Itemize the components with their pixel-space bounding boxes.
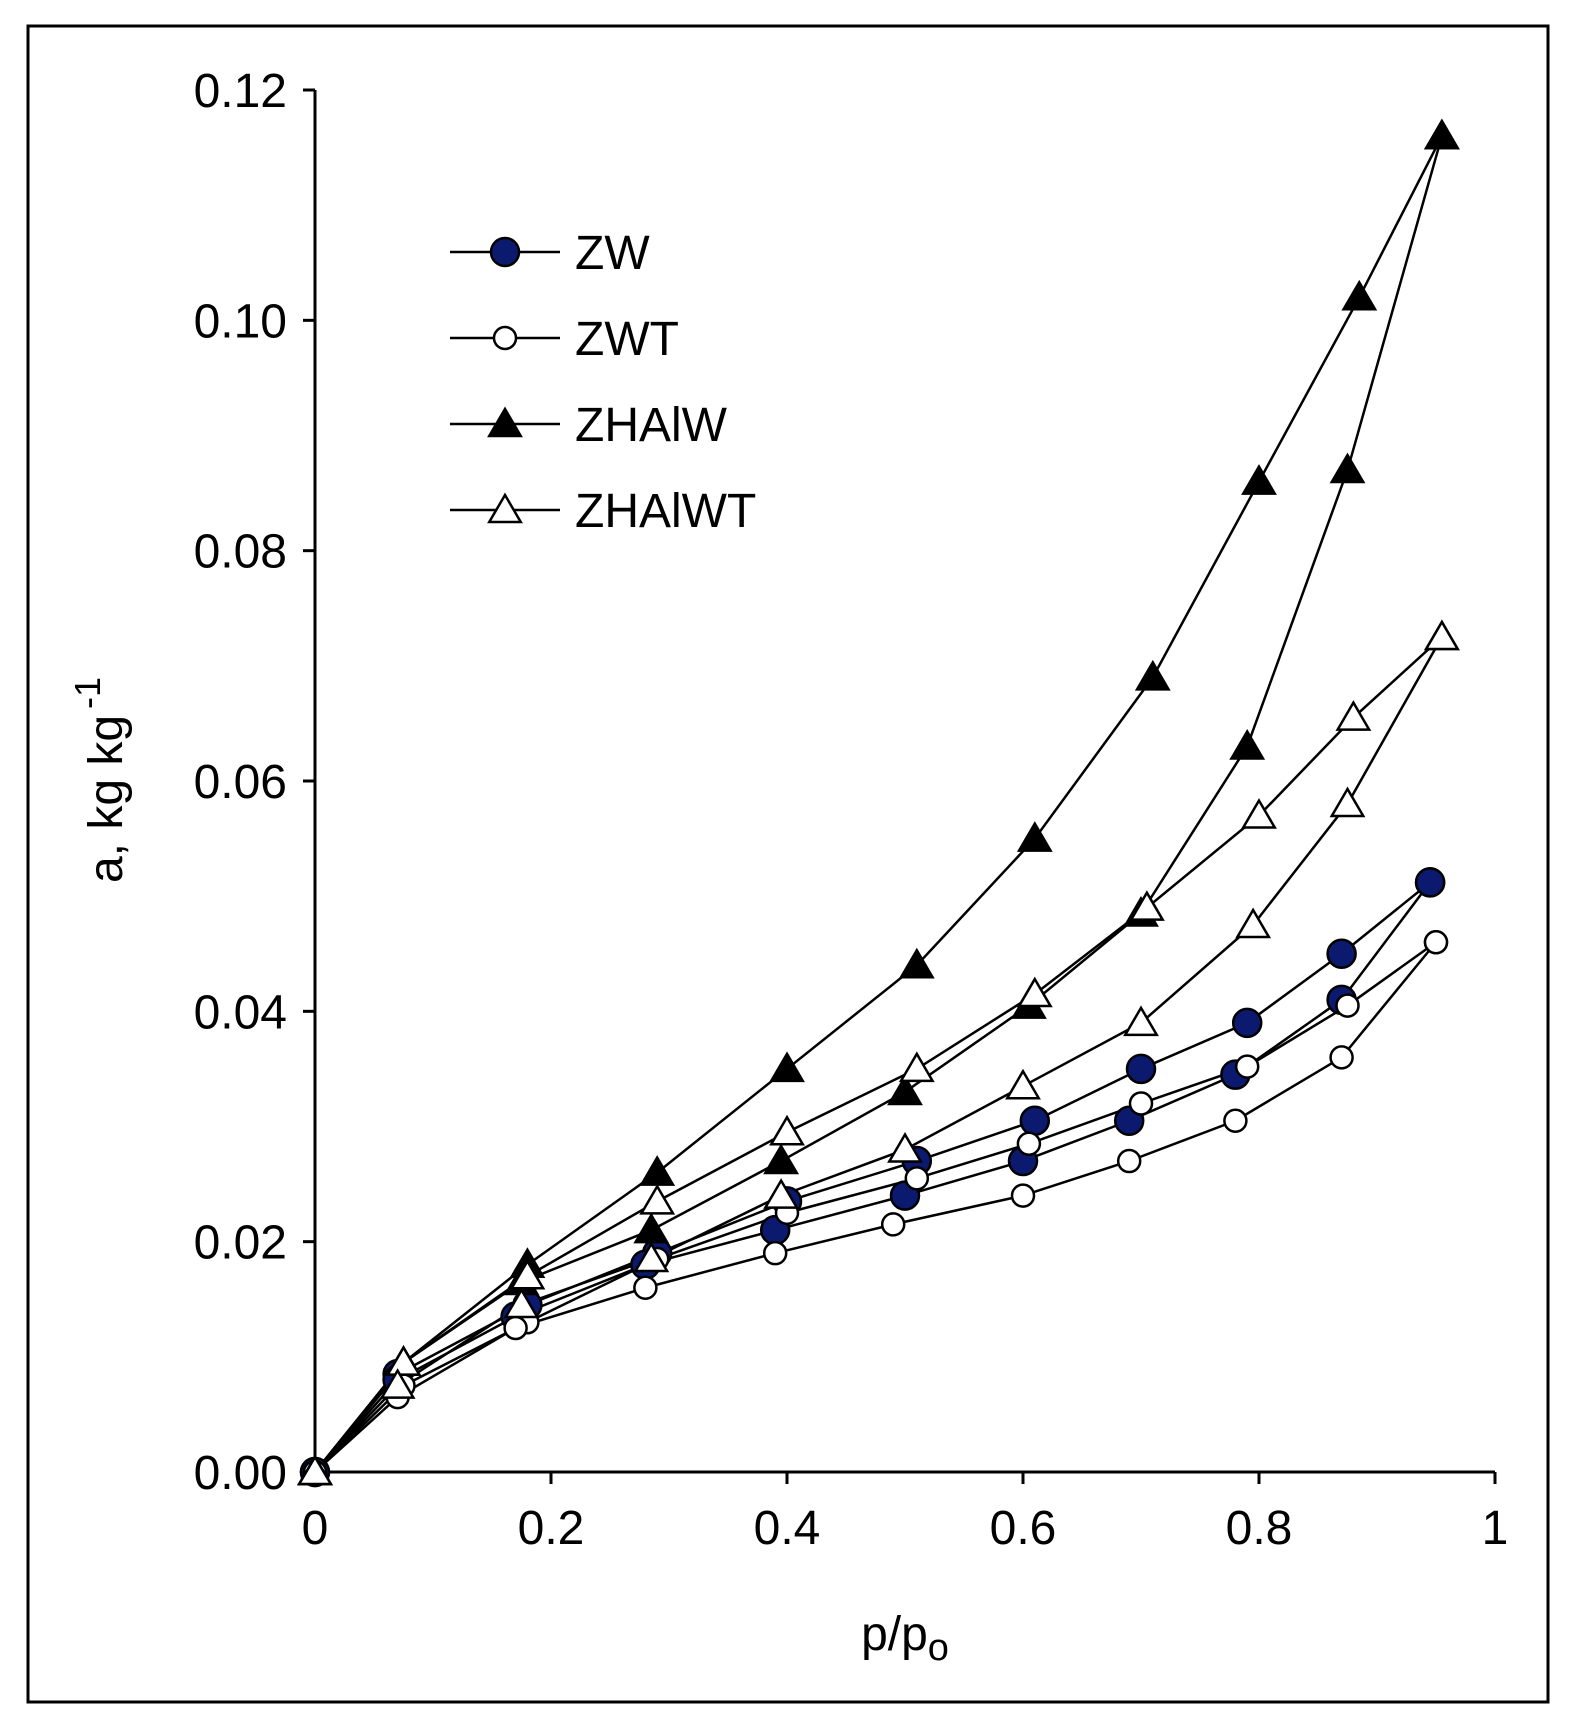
outer-frame <box>26 24 1550 1704</box>
data-point-zwt <box>1335 993 1360 1018</box>
data-point-zw <box>1231 1007 1263 1039</box>
data-point-zhalw <box>898 947 935 979</box>
y-ticks: 0.00 0.02 0.04 0.06 0.08 0.10 0.12 <box>194 65 315 1500</box>
data-point-zw <box>1125 1053 1157 1085</box>
data-point-zhalwt <box>1128 890 1165 921</box>
data-point-zwt <box>633 1275 658 1300</box>
data-point-zhalwt <box>1123 1005 1159 1037</box>
y-tick-label: 0.10 <box>194 295 287 348</box>
series-markers <box>297 118 1460 1488</box>
data-point-zhalwt <box>769 1114 805 1146</box>
data-point-zwt <box>880 1212 906 1237</box>
legend-marker-zw <box>489 236 521 268</box>
x-axis-label: p/po <box>861 1608 949 1669</box>
y-tick-label: 0.04 <box>194 986 287 1039</box>
data-point-zhalwt <box>1335 700 1372 731</box>
data-point-zhalwt <box>887 1132 923 1163</box>
legend-label-zhalw: ZHAlW <box>575 399 728 452</box>
data-point-zwt <box>1128 1091 1154 1116</box>
y-tick-label: 0.12 <box>194 65 287 118</box>
data-point-zhalw <box>769 1051 805 1083</box>
x-tick-label: 0.6 <box>990 1502 1057 1555</box>
data-point-zhalwt <box>898 1051 935 1083</box>
data-point-zhalw <box>1229 728 1266 760</box>
data-point-zwt <box>904 1166 930 1191</box>
data-point-zwt <box>1116 1148 1142 1174</box>
data-point-zhalw <box>763 1143 800 1175</box>
y-tick-label: 0.08 <box>194 526 287 579</box>
x-tick-label: 0.8 <box>1226 1502 1293 1555</box>
data-point-zw <box>1019 1105 1051 1136</box>
data-point-zhalwt <box>297 1454 333 1486</box>
data-point-zwt <box>762 1240 788 1266</box>
y-tick-label: 0.06 <box>194 756 287 809</box>
data-point-zwt <box>1423 929 1449 955</box>
data-point-zwt <box>1234 1054 1260 1079</box>
data-point-zhalw <box>1423 118 1460 150</box>
data-point-zhalwt <box>1016 976 1053 1008</box>
legend-marker-zwt <box>492 325 518 351</box>
x-tick-label: 0.2 <box>518 1502 585 1555</box>
data-point-zwt <box>1010 1183 1036 1208</box>
data-point-zhalw <box>1241 464 1277 495</box>
y-tick-label: 0.00 <box>194 1447 287 1500</box>
data-point-zhalwt <box>1423 619 1460 651</box>
data-point-zwt <box>1016 1131 1042 1157</box>
x-tick-label: 1 <box>1482 1502 1509 1555</box>
data-point-zhalw <box>1329 452 1366 484</box>
x-tick-label: 0.4 <box>754 1502 821 1555</box>
legend-label-zw: ZW <box>575 227 650 280</box>
data-point-zhalwt <box>1235 907 1272 939</box>
data-point-zw <box>1414 867 1446 898</box>
data-point-zhalwt <box>379 1368 416 1399</box>
legend-label-zwt: ZWT <box>575 313 679 366</box>
legend-label-zhalwt: ZHAlWT <box>575 485 756 538</box>
data-point-zw <box>1326 938 1357 969</box>
y-axis-label: a, kg kg-1 <box>67 677 133 883</box>
legend-marker-zhalwt <box>487 492 523 524</box>
data-point-zhalwt <box>509 1258 546 1290</box>
x-ticks: 0 0.2 0.4 0.6 0.8 1 <box>302 1472 1509 1555</box>
data-point-zhalwt <box>385 1345 422 1376</box>
data-point-zwt <box>1223 1108 1248 1133</box>
data-point-zwt <box>1329 1045 1354 1070</box>
data-point-zhalwt <box>1241 798 1277 829</box>
legend-marker-zhalw <box>487 406 523 438</box>
y-tick-label: 0.02 <box>194 1217 287 1270</box>
data-point-zhalwt <box>1005 1068 1041 1100</box>
data-point-zhalwt <box>763 1178 800 1209</box>
data-point-zhalwt <box>503 1287 540 1319</box>
data-point-zhalw <box>887 1074 923 1106</box>
data-point-zhalw <box>1341 279 1378 311</box>
data-point-zhalwt <box>639 1183 676 1215</box>
data-point-zhalw <box>1016 821 1053 852</box>
x-tick-label: 0 <box>302 1502 329 1555</box>
legend: ZW ZWT ZHAlW ZHAlWT <box>450 227 756 538</box>
data-point-zhalwt <box>1329 786 1366 818</box>
data-point-zhalwt <box>633 1241 670 1273</box>
data-point-zhalw <box>1134 659 1171 691</box>
data-point-zwt <box>503 1315 528 1341</box>
